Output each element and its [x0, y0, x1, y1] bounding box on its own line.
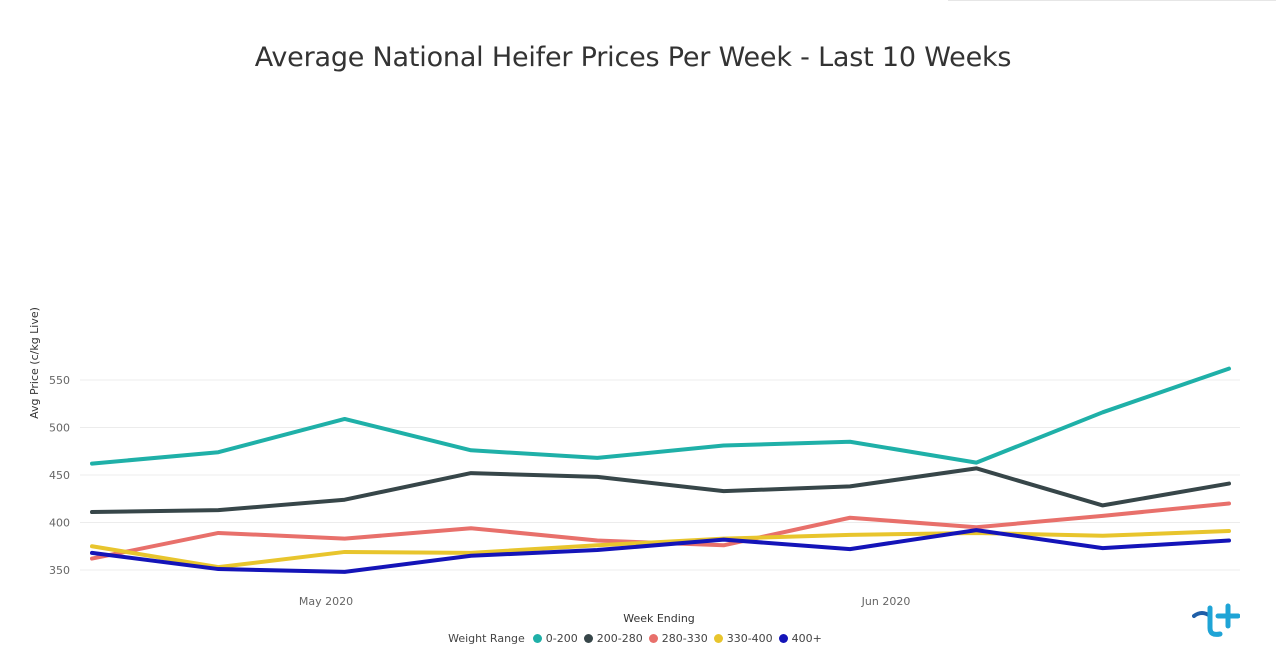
- x-tick-label: Jun 2020: [861, 595, 911, 608]
- legend-marker-icon: [583, 634, 593, 643]
- y-tick-label: 550: [49, 374, 70, 387]
- y-tick-label: 400: [49, 517, 70, 530]
- x-tick-label: May 2020: [299, 595, 353, 608]
- legend-item[interactable]: 200-280: [583, 632, 643, 645]
- x-axis-ticks: May 2020 Jun 2020: [299, 595, 910, 608]
- legend-label: 330-400: [726, 632, 773, 645]
- chart-title: Average National Heifer Prices Per Week …: [254, 42, 1012, 73]
- series-line-330-400[interactable]: [90, 529, 1231, 570]
- series-line-400+[interactable]: [90, 528, 1231, 574]
- x-axis-label: Week Ending: [623, 612, 695, 625]
- legend-label: 280-330: [661, 632, 708, 645]
- series-line-0-200[interactable]: [90, 366, 1231, 466]
- legend-item[interactable]: 280-330: [648, 632, 708, 645]
- legend-label: 200-280: [596, 632, 643, 645]
- top-divider: [948, 0, 1276, 1]
- legend: Weight Range 0-200 200-280 280-330 330-400 4…: [0, 632, 1276, 645]
- legend-items: 0-200 200-280 280-330 330-400 400+: [532, 632, 828, 645]
- legend-marker-icon: [713, 634, 723, 643]
- series-line-280-330[interactable]: [90, 501, 1231, 561]
- series-line-200-280[interactable]: [90, 466, 1231, 515]
- legend-label: 0-200: [545, 632, 578, 645]
- legend-marker-icon: [778, 634, 788, 643]
- legend-item[interactable]: 330-400: [713, 632, 773, 645]
- y-axis-ticks: 350 400 450 500 550: [49, 374, 70, 577]
- legend-item[interactable]: 0-200: [532, 632, 578, 645]
- legend-marker-icon: [532, 634, 542, 643]
- y-tick-label: 350: [49, 564, 70, 577]
- y-axis-label: Avg Price (c/kg Live): [28, 307, 41, 419]
- legend-label: 400+: [791, 632, 822, 645]
- y-tick-label: 500: [49, 422, 70, 435]
- legend-marker-icon: [648, 634, 658, 643]
- legend-title: Weight Range: [448, 632, 525, 645]
- y-tick-label: 450: [49, 469, 70, 482]
- series-layer: [90, 366, 1231, 574]
- legend-item[interactable]: 400+: [778, 632, 822, 645]
- brand-logo-icon: [1192, 603, 1240, 637]
